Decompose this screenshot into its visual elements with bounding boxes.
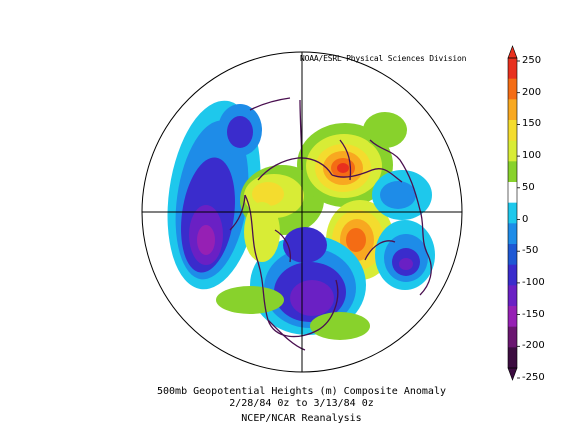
colorbar-segment bbox=[508, 347, 517, 369]
globe-outline bbox=[141, 51, 463, 373]
colorbar-segment bbox=[508, 161, 517, 183]
colorbar-tick-label: 50 bbox=[522, 181, 535, 193]
colorbar-tick-label: 0 bbox=[522, 213, 529, 225]
colorbar-frame bbox=[507, 57, 518, 369]
colorbar-min-arrow bbox=[507, 367, 518, 381]
colorbar-tick-label: -100 bbox=[522, 276, 545, 288]
colorbar-segment bbox=[508, 264, 517, 286]
credit-label: NOAA/ESRL Physical Sciences Division bbox=[300, 54, 467, 63]
colorbar-tick-label: -250 bbox=[522, 372, 545, 383]
colorbar-segment bbox=[508, 306, 517, 328]
colorbar-tick-label: -200 bbox=[522, 340, 545, 352]
colorbar-tick-label: -150 bbox=[522, 308, 545, 320]
colorbar bbox=[507, 45, 520, 381]
colorbar-segment bbox=[508, 285, 517, 307]
colorbar-segment bbox=[508, 99, 517, 121]
coastlines bbox=[229, 97, 432, 351]
colorbar-tick-label: 100 bbox=[522, 150, 542, 162]
colorbar-tick-label: -50 bbox=[522, 245, 539, 257]
colorbar-segment bbox=[508, 202, 517, 224]
graticule bbox=[142, 52, 462, 372]
colorbar-segment bbox=[508, 120, 517, 142]
caption-title: 500mb Geopotential Heights (m) Composite… bbox=[157, 386, 446, 397]
caption-dates: 2/28/84 0z to 3/13/84 0z bbox=[229, 398, 374, 409]
colorbar-segment bbox=[508, 58, 517, 80]
colorbar-max-arrow bbox=[507, 45, 518, 59]
colorbar-segment bbox=[508, 140, 517, 162]
colorbar-segment bbox=[508, 78, 517, 100]
colorbar-tick-label: 250 bbox=[522, 55, 542, 66]
caption-source: NCEP/NCAR Reanalysis bbox=[241, 413, 362, 424]
colorbar-segment bbox=[508, 326, 517, 348]
colorbar-tick-label: 150 bbox=[522, 118, 542, 130]
colorbar-segment bbox=[508, 244, 517, 266]
anomaly-field bbox=[142, 52, 462, 372]
colorbar-segment bbox=[508, 223, 517, 245]
colorbar-tick-label: 200 bbox=[522, 86, 542, 98]
colorbar-segment bbox=[508, 182, 517, 204]
